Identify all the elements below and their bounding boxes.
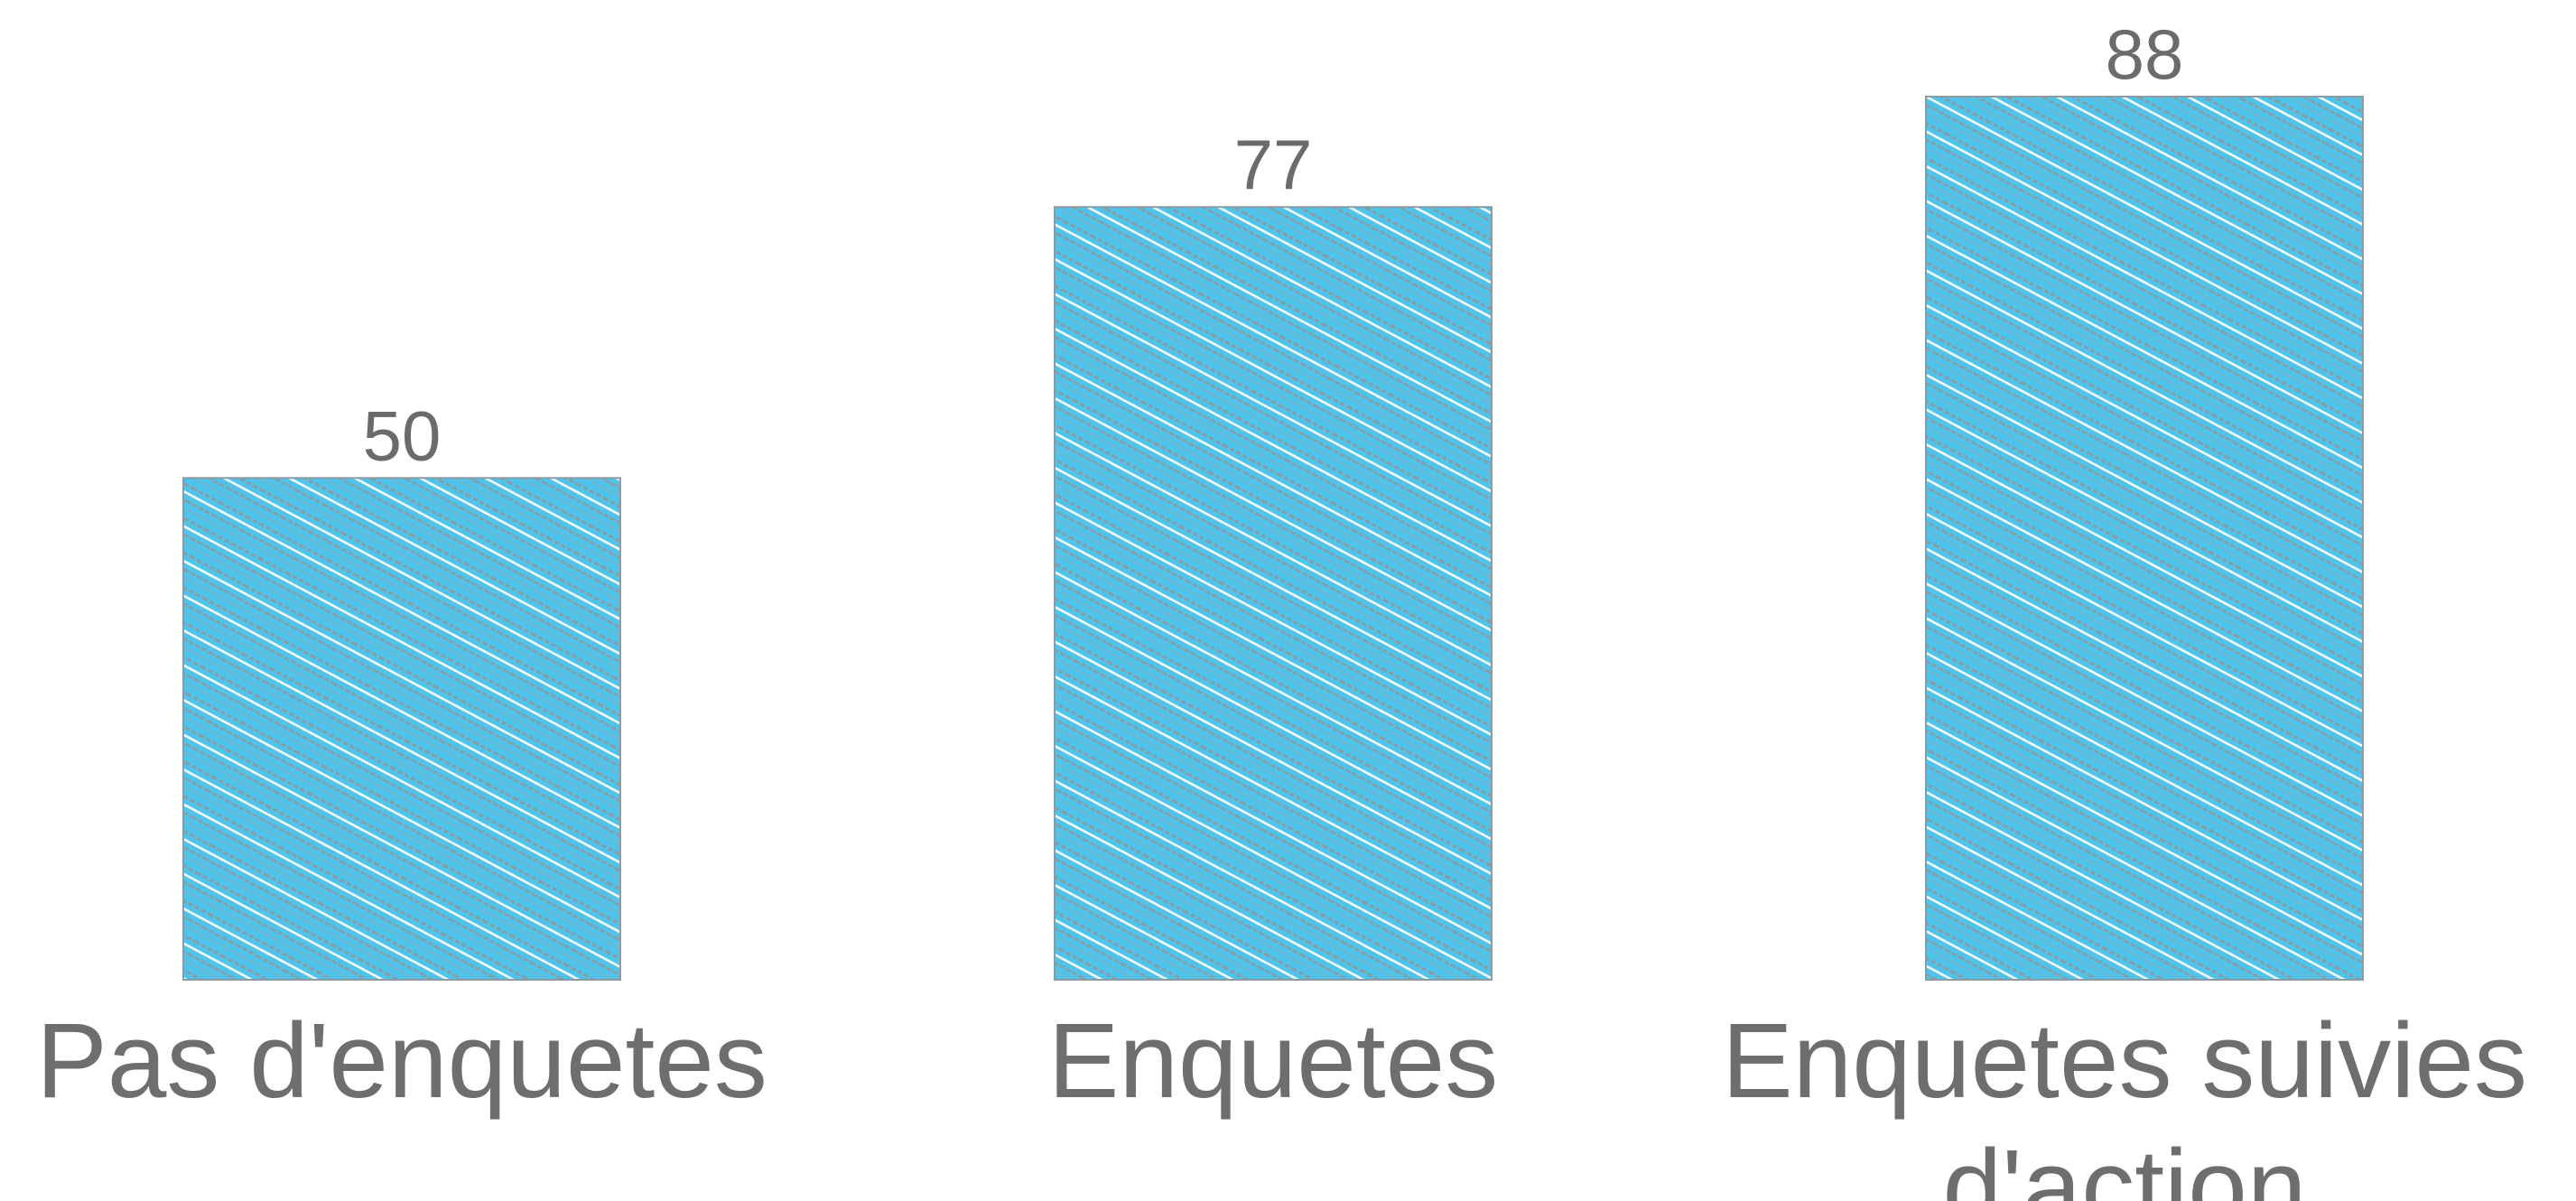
bar-3 [1925,96,2364,981]
category-label-3: Enquetes suivies d'action [1722,1001,2527,1201]
data-label-3: 88 [2106,14,2184,94]
data-label-1: 50 [363,396,442,475]
data-labels-group: 50 77 88 [363,14,2184,475]
bar-1 [182,477,621,981]
data-label-2: 77 [1234,125,1313,204]
bars-group [182,96,2364,981]
category-label-2: Enquetes [1048,1001,1499,1121]
bar-2 [1054,206,1493,981]
category-labels-group: Pas d'enquetes Enquetes Enquetes suivies d'… [36,1001,2527,1201]
category-label-1: Pas d'enquetes [36,1001,767,1121]
